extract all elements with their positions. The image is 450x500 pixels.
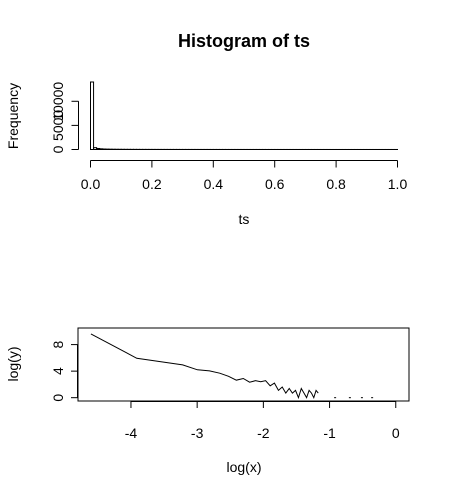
loglog-x-tick-label: 0 [392,425,400,441]
loglog-plot-box [77,327,410,402]
histogram-x-tick-label: 0.8 [326,176,346,192]
histogram-y-tick-label: 0 [50,145,66,153]
histogram-x-tick-label: 0.2 [142,176,162,192]
histogram-x-tick-label: 0.6 [265,176,285,192]
histogram-x-tick-label: 0.4 [204,176,224,192]
histogram-panel: Histogram of ts 0.0 0.2 0.4 0.6 0.8 1.0 0 5000… [5,31,407,227]
histogram-bars [90,81,398,151]
histogram-title: Histogram of ts [178,31,310,51]
histogram-y-label: Frequency [5,83,21,149]
histogram-bar [90,81,95,150]
histogram-y-tick-label: 10000 [50,82,66,121]
loglog-x-label: log(x) [226,459,261,475]
loglog-x-tick-label: -3 [191,425,204,441]
histogram-y-tick-label: 5000 [50,110,66,141]
loglog-y-tick-label: 4 [50,367,66,375]
loglog-y-axis: 0 4 8 [50,340,78,402]
loglog-x-tick-label: -2 [257,425,270,441]
histogram-x-tick-label: 1.0 [388,176,408,192]
loglog-series-line [90,333,319,400]
loglog-y-label: log(y) [5,346,21,381]
histogram-x-tick-label: 0.0 [81,176,101,192]
histogram-x-axis: 0.0 0.2 0.4 0.6 0.8 1.0 [81,160,408,192]
loglog-x-axis: -4 -3 -2 -1 0 [125,401,400,441]
loglog-y-tick-label: 8 [50,340,66,348]
histogram-x-label: ts [239,211,250,227]
loglog-x-tick-label: -1 [323,425,336,441]
loglog-y-tick-label: 0 [50,394,66,402]
loglog-x-tick-label: -4 [125,425,138,441]
loglog-panel: -4 -3 -2 -1 0 0 4 8 log(x) log(y) [5,327,410,475]
